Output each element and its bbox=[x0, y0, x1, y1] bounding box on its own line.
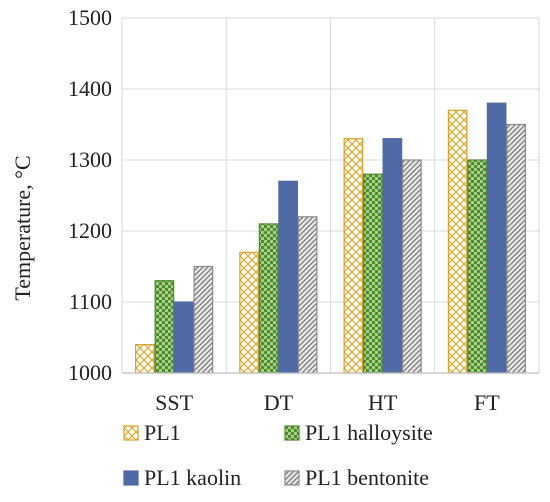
bar-pl1-kaolin-sst bbox=[174, 301, 194, 374]
legend-label: PL1 bentonite bbox=[305, 465, 429, 490]
bar-pl1-halloysite-ft bbox=[467, 159, 487, 374]
y-tick-labels: 1000 1100 1200 1300 1400 1500 bbox=[68, 5, 112, 385]
bar-pl1-halloysite-ht bbox=[363, 173, 383, 374]
bar-pl1-halloysite-sst bbox=[154, 280, 175, 374]
y-axis-title: Temperature, °C bbox=[10, 155, 35, 300]
legend-swatch bbox=[284, 470, 300, 486]
legend-swatch bbox=[123, 425, 139, 441]
y-tick-label: 1500 bbox=[68, 5, 112, 30]
bar-pl1-dt bbox=[239, 251, 259, 374]
bar-pl1-kaolin-ht bbox=[382, 138, 403, 374]
bar-pl1-ft bbox=[447, 109, 468, 374]
bar-pl1-kaolin-ft bbox=[486, 102, 507, 374]
y-tick-label: 1400 bbox=[68, 76, 112, 101]
y-tick-label: 1300 bbox=[68, 147, 112, 172]
y-tick-label: 1200 bbox=[68, 218, 112, 243]
bar-pl1-bentonite-ht bbox=[402, 159, 422, 374]
x-tick-label: HT bbox=[368, 390, 398, 415]
y-tick-label: 1000 bbox=[68, 360, 112, 385]
x-tick-label: DT bbox=[264, 390, 294, 415]
bar-pl1-kaolin-dt bbox=[278, 180, 298, 374]
legend-label: PL1 bbox=[144, 420, 181, 445]
bar-pl1-ht bbox=[343, 138, 364, 374]
y-tick-label: 1100 bbox=[69, 289, 112, 314]
gridlines bbox=[121, 17, 540, 373]
bar-pl1-bentonite-sst bbox=[193, 265, 214, 374]
legend-label: PL1 halloysite bbox=[305, 420, 433, 445]
legend-swatch bbox=[123, 470, 139, 486]
bar-pl1-sst bbox=[135, 344, 155, 374]
x-tick-label: FT bbox=[474, 390, 500, 415]
x-tick-label: SST bbox=[155, 390, 193, 415]
bar-pl1-halloysite-dt bbox=[258, 223, 279, 374]
legend: PL1 PL1 halloysite PL1 kaolin PL1 bentonite bbox=[123, 420, 433, 490]
legend-swatch bbox=[284, 425, 300, 441]
legend-label: PL1 kaolin bbox=[144, 465, 241, 490]
x-tick-labels: SST DT HT FT bbox=[155, 390, 500, 415]
bar-pl1-bentonite-dt bbox=[297, 216, 318, 374]
bars-group bbox=[135, 102, 526, 374]
bar-pl1-bentonite-ft bbox=[506, 123, 526, 374]
